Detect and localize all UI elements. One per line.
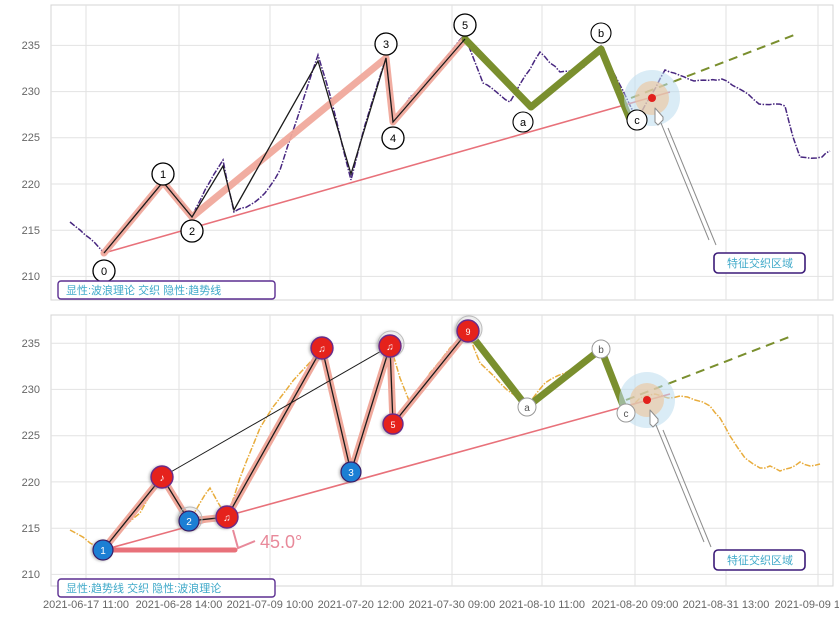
- svg-text:显性:波浪理论 交织 隐性:趋势线: 显性:波浪理论 交织 隐性:趋势线: [66, 283, 221, 297]
- svg-text:9: 9: [465, 327, 470, 337]
- svg-text:2021-06-17 11:00: 2021-06-17 11:00: [43, 599, 129, 611]
- svg-text:显性:趋势线 交织 隐性:波浪理论: 显性:趋势线 交织 隐性:波浪理论: [66, 581, 221, 595]
- svg-text:235: 235: [22, 40, 40, 52]
- svg-text:2021-09-09 15:00: 2021-09-09 15:00: [775, 599, 839, 611]
- svg-text:0: 0: [101, 266, 107, 278]
- svg-text:2021-07-20 12:00: 2021-07-20 12:00: [318, 599, 405, 611]
- svg-text:210: 210: [22, 569, 40, 581]
- svg-text:2021-08-20 09:00: 2021-08-20 09:00: [592, 599, 679, 611]
- svg-text:♫: ♫: [223, 513, 231, 524]
- svg-text:215: 215: [22, 523, 40, 535]
- svg-text:2: 2: [189, 226, 195, 238]
- svg-text:230: 230: [22, 384, 40, 396]
- svg-text:a: a: [524, 403, 530, 414]
- svg-text:♫: ♫: [386, 342, 394, 353]
- svg-text:4: 4: [390, 133, 396, 145]
- svg-text:225: 225: [22, 132, 40, 144]
- svg-text:a: a: [520, 117, 527, 129]
- svg-text:♪: ♪: [160, 473, 165, 484]
- svg-text:2021-08-31 13:00: 2021-08-31 13:00: [683, 599, 770, 611]
- svg-text:c: c: [624, 409, 629, 420]
- svg-text:5: 5: [390, 420, 395, 430]
- svg-text:1: 1: [160, 169, 166, 181]
- svg-text:225: 225: [22, 430, 40, 442]
- svg-text:1: 1: [100, 546, 106, 557]
- svg-text:特征交织区域: 特征交织区域: [727, 256, 793, 270]
- svg-text:2021-06-28 14:00: 2021-06-28 14:00: [136, 599, 223, 611]
- svg-text:215: 215: [22, 225, 40, 237]
- svg-text:b: b: [598, 345, 604, 356]
- svg-text:2021-08-10 11:00: 2021-08-10 11:00: [499, 599, 585, 611]
- svg-text:b: b: [598, 28, 604, 40]
- svg-text:c: c: [634, 115, 640, 127]
- svg-text:220: 220: [22, 477, 40, 489]
- svg-text:230: 230: [22, 86, 40, 98]
- svg-text:2021-07-30 09:00: 2021-07-30 09:00: [409, 599, 496, 611]
- svg-text:5: 5: [462, 20, 468, 32]
- svg-text:235: 235: [22, 338, 40, 350]
- svg-text:210: 210: [22, 271, 40, 283]
- svg-text:特征交织区域: 特征交织区域: [727, 553, 793, 567]
- svg-text:220: 220: [22, 179, 40, 191]
- svg-text:45.0°: 45.0°: [260, 532, 302, 552]
- svg-text:2021-07-09 10:00: 2021-07-09 10:00: [227, 599, 314, 611]
- svg-text:3: 3: [348, 468, 354, 479]
- svg-text:3: 3: [383, 39, 389, 51]
- svg-text:2: 2: [186, 517, 192, 528]
- svg-text:♫: ♫: [318, 344, 326, 355]
